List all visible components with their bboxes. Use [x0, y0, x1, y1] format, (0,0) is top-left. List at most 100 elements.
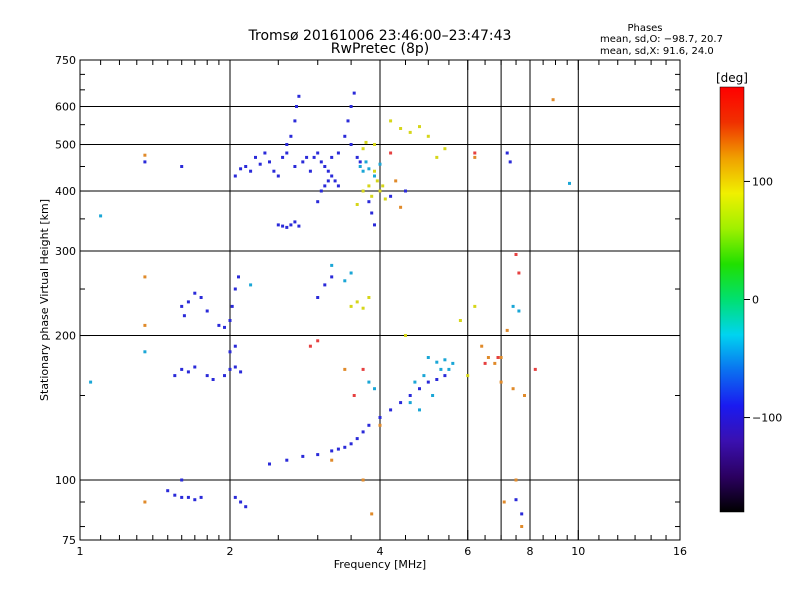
- data-point: [268, 462, 271, 466]
- data-point: [399, 401, 403, 405]
- data-point: [349, 442, 353, 446]
- data-point: [239, 167, 243, 171]
- data-point: [186, 495, 190, 499]
- data-point: [378, 416, 382, 419]
- data-point: [330, 458, 334, 462]
- data-point: [511, 304, 515, 308]
- data-point: [447, 367, 451, 371]
- data-point: [319, 160, 323, 164]
- tick-labels: 1 2 4 6 8 10 16 75 100 200 300 400 500 600 750: [55, 54, 687, 558]
- data-point: [496, 356, 500, 359]
- stats-line-o: mean, sd,O: −98.7, 20.7: [600, 34, 723, 45]
- data-point: [367, 296, 371, 299]
- data-point: [223, 325, 226, 329]
- data-point: [358, 160, 362, 164]
- data-point: [443, 374, 447, 378]
- data-point: [319, 189, 323, 193]
- data-point: [336, 151, 340, 155]
- data-point: [505, 328, 509, 332]
- data-point: [323, 184, 327, 188]
- data-point: [268, 160, 271, 164]
- data-point: [499, 356, 503, 359]
- data-point: [394, 179, 398, 183]
- data-point: [333, 179, 337, 183]
- data-point: [483, 361, 487, 365]
- data-point: [473, 151, 477, 155]
- data-point: [408, 401, 412, 405]
- data-point: [435, 360, 439, 364]
- data-point: [166, 489, 170, 493]
- x-tick-label: 16: [673, 545, 687, 558]
- data-point: [143, 323, 147, 327]
- data-point: [230, 304, 234, 308]
- data-point: [244, 165, 248, 168]
- chart-title: Tromsø 20161006 23:46:00–23:47:43: [248, 28, 512, 44]
- data-point: [355, 155, 359, 159]
- data-point: [326, 169, 330, 173]
- data-point: [373, 174, 376, 178]
- data-point: [361, 367, 365, 371]
- data-point: [295, 105, 298, 108]
- data-point: [361, 169, 365, 173]
- data-point: [422, 374, 426, 378]
- data-point: [89, 380, 93, 384]
- y-axis-label: Stationary phase Virtual Height [km]: [38, 199, 51, 401]
- data-point: [473, 155, 477, 159]
- data-point: [373, 387, 376, 391]
- data-point: [361, 306, 365, 310]
- x-tick-label: 6: [464, 545, 471, 558]
- stats-header: Phases: [627, 23, 662, 34]
- data-point: [367, 423, 371, 427]
- data-point: [514, 253, 518, 256]
- data-point: [293, 165, 297, 168]
- data-point: [330, 263, 334, 267]
- data-point: [233, 287, 237, 291]
- chart-subtitle: RwPretec (8p): [331, 41, 429, 57]
- data-point: [486, 356, 490, 359]
- data-point: [431, 394, 435, 397]
- data-point: [523, 394, 526, 397]
- data-point: [426, 134, 430, 138]
- data-point: [480, 344, 484, 348]
- data-point: [276, 223, 280, 227]
- data-point: [239, 500, 243, 504]
- data-point: [199, 495, 203, 499]
- data-point: [408, 394, 412, 397]
- data-point: [289, 223, 293, 227]
- data-point: [346, 119, 350, 123]
- data-point: [217, 323, 221, 327]
- data-point: [551, 98, 555, 102]
- data-point: [399, 127, 403, 130]
- data-point: [316, 200, 320, 204]
- x-tick-label: 4: [377, 545, 384, 558]
- colorbar-label: [deg]: [716, 71, 748, 85]
- data-point: [389, 194, 393, 198]
- data-point: [297, 94, 301, 98]
- data-point: [466, 374, 470, 378]
- data-point: [99, 214, 103, 218]
- data-point: [361, 430, 365, 434]
- data-point: [289, 134, 293, 138]
- data-point: [305, 155, 309, 159]
- x-tick-label: 1: [77, 545, 84, 558]
- data-point: [383, 197, 387, 201]
- data-point: [233, 495, 237, 499]
- data-point: [326, 179, 330, 183]
- data-point: [330, 449, 334, 453]
- x-tick-label: 2: [227, 545, 234, 558]
- y-tick-label: 400: [55, 185, 76, 198]
- data-point: [426, 356, 430, 359]
- y-tick-label: 600: [55, 101, 76, 114]
- data-point: [330, 275, 334, 279]
- data-point: [182, 314, 186, 318]
- data-point: [228, 350, 232, 354]
- data-point: [237, 275, 240, 279]
- data-point: [413, 380, 417, 384]
- data-point: [364, 140, 368, 144]
- data-point: [249, 283, 253, 287]
- data-point: [520, 512, 524, 516]
- data-point: [316, 339, 320, 343]
- data-point: [352, 91, 356, 95]
- data-point: [308, 344, 312, 348]
